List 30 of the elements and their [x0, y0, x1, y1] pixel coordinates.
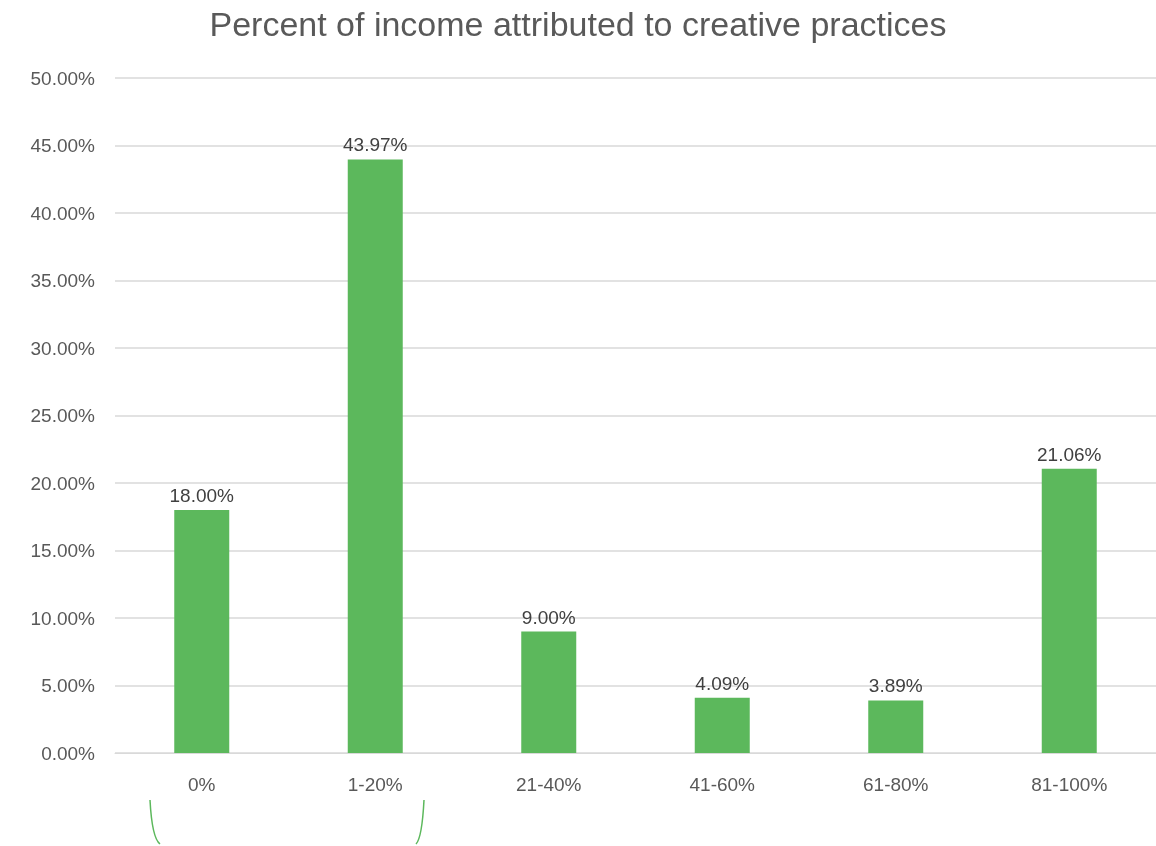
- x-tick-label: 1-20%: [347, 774, 403, 795]
- data-label: 21.06%: [1037, 443, 1102, 465]
- bar: [1041, 468, 1097, 753]
- y-tick-label: 5.00%: [41, 675, 96, 696]
- x-tick-label: 81-100%: [1031, 774, 1108, 795]
- data-label: 3.89%: [868, 675, 923, 697]
- data-label: 4.09%: [695, 672, 750, 694]
- y-tick-label: 40.00%: [30, 202, 96, 224]
- data-label: 18.00%: [169, 485, 235, 506]
- y-tick-label: 30.00%: [30, 337, 96, 359]
- y-tick-label: 45.00%: [30, 135, 96, 156]
- x-tick-label: 21-40%: [516, 774, 582, 795]
- y-tick-label: 35.00%: [30, 270, 96, 291]
- bar: [174, 510, 230, 753]
- x-tick-label: 0%: [188, 774, 216, 795]
- y-tick-label: 0.00%: [41, 742, 96, 764]
- bar: [347, 159, 403, 753]
- y-tick-label: 10.00%: [30, 607, 96, 629]
- bar: [868, 700, 924, 753]
- x-tick-label: 41-60%: [689, 774, 756, 795]
- bar: [521, 631, 577, 753]
- data-label: 43.97%: [343, 134, 408, 156]
- bar: [694, 697, 750, 753]
- chart-title: Percent of income attributed to creative practices: [209, 5, 947, 43]
- y-tick-label: 50.00%: [30, 67, 96, 89]
- y-tick-label: 25.00%: [30, 405, 96, 426]
- y-tick-label: 20.00%: [30, 472, 96, 494]
- x-tick-label: 61-80%: [863, 774, 929, 795]
- data-label: 9.00%: [521, 606, 576, 628]
- y-tick-label: 15.00%: [30, 540, 96, 561]
